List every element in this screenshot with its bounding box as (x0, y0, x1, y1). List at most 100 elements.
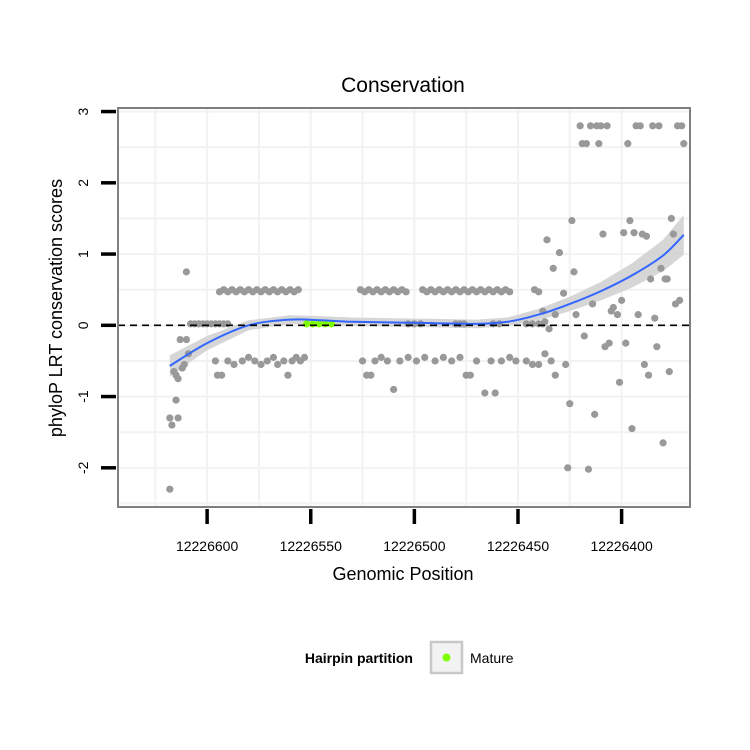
data-point (659, 439, 667, 447)
data-point (657, 264, 665, 272)
data-point-mature (327, 320, 336, 328)
data-point (582, 140, 590, 148)
data-point (580, 332, 588, 340)
data-point (421, 353, 429, 361)
data-point (284, 371, 292, 379)
data-point (669, 230, 678, 238)
data-point (555, 249, 564, 257)
data-point (522, 320, 530, 328)
data-point (551, 311, 559, 319)
data-point (182, 268, 190, 276)
data-point (545, 325, 553, 333)
data-point (238, 357, 246, 365)
data-point (506, 353, 514, 361)
data-point (667, 214, 675, 223)
data-point (404, 353, 412, 361)
x-tick-label: 12226450 (487, 538, 550, 554)
data-point (655, 122, 663, 130)
data-point (535, 288, 543, 296)
data-point (263, 357, 271, 365)
plot-panel (117, 107, 691, 508)
data-point (176, 335, 184, 344)
legend-title: Hairpin partition (305, 650, 413, 666)
data-point (522, 357, 530, 365)
y-tick-label: 0 (75, 321, 91, 329)
data-point (570, 268, 578, 276)
data-point (300, 353, 309, 361)
data-point (622, 339, 630, 347)
legend: Hairpin partition Mature (305, 640, 514, 675)
data-point (649, 122, 657, 130)
data-point (491, 389, 499, 397)
data-point (180, 360, 188, 369)
y-axis-label: phyloP LRT conservation scores (46, 179, 66, 437)
x-tick-label: 12226400 (590, 538, 653, 554)
x-tick-label: 12226550 (280, 538, 343, 554)
data-point (676, 296, 684, 304)
data-point (630, 229, 638, 237)
data-point (636, 122, 644, 130)
legend-label-mature: Mature (470, 650, 514, 666)
smooth-line (169, 234, 685, 367)
y-tick-label: -1 (75, 390, 91, 403)
data-point (547, 357, 555, 365)
data-point (166, 414, 174, 422)
data-point-mature (309, 320, 317, 328)
data-point (174, 414, 182, 422)
data-point (591, 410, 599, 418)
x-axis-label: Genomic Position (332, 564, 473, 584)
data-point (487, 357, 495, 365)
data-point (615, 378, 624, 386)
data-point (218, 371, 226, 379)
data-point (280, 357, 288, 365)
data-point-mature (315, 320, 323, 328)
y-tick-label: 1 (75, 250, 91, 258)
data-point (402, 288, 410, 296)
data-point (431, 357, 439, 365)
data-point (651, 314, 659, 322)
data-point (481, 389, 489, 397)
panel-border (117, 107, 691, 508)
data-point (535, 360, 543, 369)
data-point (174, 375, 182, 383)
data-point (404, 320, 412, 328)
data-point (595, 140, 603, 148)
data-point (448, 357, 456, 365)
data-point (371, 357, 379, 365)
data-point (680, 140, 688, 148)
data-point (506, 288, 514, 296)
data-point (559, 289, 568, 297)
smooth-confidence-band (169, 214, 684, 377)
chart-title: Conservation (341, 74, 465, 97)
data-point (620, 229, 628, 237)
data-point (634, 311, 642, 319)
data-point (528, 360, 537, 369)
data-point (182, 335, 190, 344)
data-point (472, 357, 481, 365)
data-point (626, 216, 634, 225)
data-point (396, 357, 404, 365)
x-tick-label: 12226500 (383, 538, 446, 554)
data-point (224, 357, 232, 365)
data-point (358, 357, 367, 365)
data-point (564, 464, 572, 472)
data-point (251, 357, 259, 365)
data-point (584, 465, 593, 473)
data-point (383, 357, 392, 365)
data-point (642, 232, 651, 240)
data-point (549, 264, 557, 272)
data-point (541, 350, 549, 358)
data-point (497, 357, 506, 365)
data-point (653, 343, 661, 351)
data-point (543, 236, 551, 244)
data-point (562, 360, 570, 369)
data-point (244, 353, 253, 361)
data-point (576, 122, 584, 130)
data-point (566, 400, 574, 408)
data-point (439, 353, 447, 361)
data-point (663, 275, 671, 283)
y-tick-label: 3 (75, 107, 91, 115)
data-point (624, 140, 632, 148)
data-point (618, 296, 626, 304)
data-point (367, 371, 375, 379)
